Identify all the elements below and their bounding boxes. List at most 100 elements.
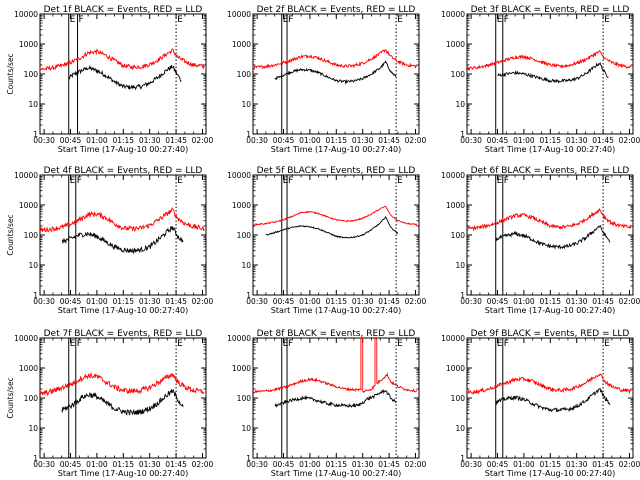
x-tick-label: 01:15 <box>539 297 561 306</box>
y-tick-label: 1 <box>460 454 465 463</box>
series-line <box>274 388 397 408</box>
y-tick-label: 10000 <box>14 171 38 180</box>
x-tick-label: 00:45 <box>60 136 82 145</box>
y-tick-label: 1000 <box>19 364 38 373</box>
series-line <box>495 388 611 413</box>
series-line <box>68 64 182 91</box>
y-tick-label: 1000 <box>232 364 251 373</box>
y-tick-label: 10000 <box>227 334 251 343</box>
y-tick-label: 100 <box>451 231 466 240</box>
x-tick-label: 01:00 <box>513 297 535 306</box>
chart-title: Det 1f BLACK = Events, RED = LLD <box>44 5 203 15</box>
y-tick-label: 1 <box>33 454 38 463</box>
y-tick-label: 10000 <box>227 10 251 19</box>
x-tick-label: 00:30 <box>460 297 482 306</box>
series-line <box>274 60 397 85</box>
plot-frame <box>466 337 634 459</box>
panel-8: Det 8f BLACK = Events, RED = LLD 1 10 100 10… <box>227 329 426 478</box>
x-tick-label: 01:15 <box>112 136 134 145</box>
plot-frame <box>252 13 420 135</box>
panel-3: Det 3f BLACK = Events, RED = LLD 1 10 100 10… <box>441 5 640 154</box>
y-tick-label: 10000 <box>441 10 465 19</box>
x-tick-label: 00:30 <box>246 297 268 306</box>
marker-label: E <box>177 15 183 25</box>
series-line <box>467 373 632 395</box>
panel-1: Det 1f BLACK = Events, RED = LLD 1 10 100 10… <box>6 5 214 154</box>
marker-label: E <box>397 15 403 25</box>
y-tick-label: 10000 <box>14 10 38 19</box>
panel-7: Det 7f BLACK = Events, RED = LLD 1 10 100 10… <box>6 329 214 478</box>
x-tick-label: 00:30 <box>33 460 55 469</box>
x-axis-label: Start Time (17-Aug-10 00:27:40) <box>271 145 402 154</box>
series-line <box>40 371 205 396</box>
chart-title: Det 6f BLACK = Events, RED = LLD <box>471 166 630 176</box>
series-line <box>253 205 418 226</box>
y-tick-label: 1000 <box>446 364 465 373</box>
y-tick-label: 100 <box>237 394 252 403</box>
marker-label: F <box>77 339 82 349</box>
series-line <box>265 215 399 239</box>
x-tick-label: 02:00 <box>405 460 427 469</box>
chart-title: Det 7f BLACK = Events, RED = LLD <box>44 329 203 339</box>
marker-label: E <box>604 15 610 25</box>
x-tick-label: 00:45 <box>487 136 509 145</box>
y-tick-label: 10000 <box>14 334 38 343</box>
data-group <box>253 49 418 85</box>
x-tick-label: 01:15 <box>112 297 134 306</box>
x-tick-label: 00:30 <box>460 136 482 145</box>
y-axis-label: Counts/sec <box>6 53 15 94</box>
x-tick-label: 02:00 <box>192 297 214 306</box>
x-tick-label: 01:45 <box>592 297 614 306</box>
plot-frame <box>252 174 420 296</box>
y-tick-label: 10000 <box>227 171 251 180</box>
y-tick-label: 10 <box>28 424 38 433</box>
x-tick-label: 01:15 <box>325 460 347 469</box>
panel-6: Det 6f BLACK = Events, RED = LLD 1 10 100 10… <box>441 166 640 315</box>
y-tick-label: 1000 <box>19 40 38 49</box>
x-tick-label: 02:00 <box>619 460 640 469</box>
series-line <box>40 48 205 72</box>
series-line <box>495 224 611 250</box>
marker-label: E <box>70 15 76 25</box>
x-axis-label: Start Time (17-Aug-10 00:27:40) <box>58 306 189 315</box>
x-tick-label: 01:45 <box>378 297 400 306</box>
y-tick-label: 100 <box>237 231 252 240</box>
marker-label: E <box>283 176 289 186</box>
plot-frame <box>39 337 207 459</box>
marker-label: F <box>288 339 293 349</box>
chart-title: Det 8f BLACK = Events, RED = LLD <box>257 329 416 339</box>
marker-label: E <box>497 176 503 186</box>
x-tick-label: 01:30 <box>139 460 161 469</box>
marker-label: E <box>177 176 183 186</box>
series-line <box>40 207 205 233</box>
x-tick-label: 01:15 <box>539 136 561 145</box>
y-tick-label: 1 <box>33 291 38 300</box>
x-tick-label: 01:45 <box>592 136 614 145</box>
x-tick-label: 00:45 <box>60 460 82 469</box>
x-tick-label: 01:00 <box>299 460 321 469</box>
plot-frame <box>466 13 634 135</box>
x-tick-label: 00:30 <box>246 136 268 145</box>
y-tick-label: 1 <box>33 130 38 139</box>
x-tick-label: 01:00 <box>513 460 535 469</box>
y-axis-label: Counts/sec <box>6 214 15 255</box>
x-tick-label: 01:15 <box>325 297 347 306</box>
plot-frame <box>39 13 207 135</box>
y-tick-label: 1 <box>246 130 251 139</box>
x-tick-label: 01:00 <box>86 460 108 469</box>
x-tick-label: 01:30 <box>566 136 588 145</box>
y-tick-label: 10 <box>455 100 465 109</box>
marker-label: F <box>504 339 509 349</box>
marker-label: E <box>604 176 610 186</box>
x-axis-label: Start Time (17-Aug-10 00:27:40) <box>271 469 402 478</box>
y-tick-label: 10 <box>455 424 465 433</box>
x-tick-label: 00:45 <box>273 297 295 306</box>
x-tick-label: 01:45 <box>165 136 187 145</box>
y-tick-label: 10 <box>241 100 251 109</box>
y-tick-label: 1 <box>246 291 251 300</box>
data-group <box>253 338 418 408</box>
y-tick-label: 1000 <box>446 40 465 49</box>
x-tick-label: 02:00 <box>619 297 640 306</box>
plot-frame <box>39 174 207 296</box>
x-tick-label: 01:45 <box>592 460 614 469</box>
